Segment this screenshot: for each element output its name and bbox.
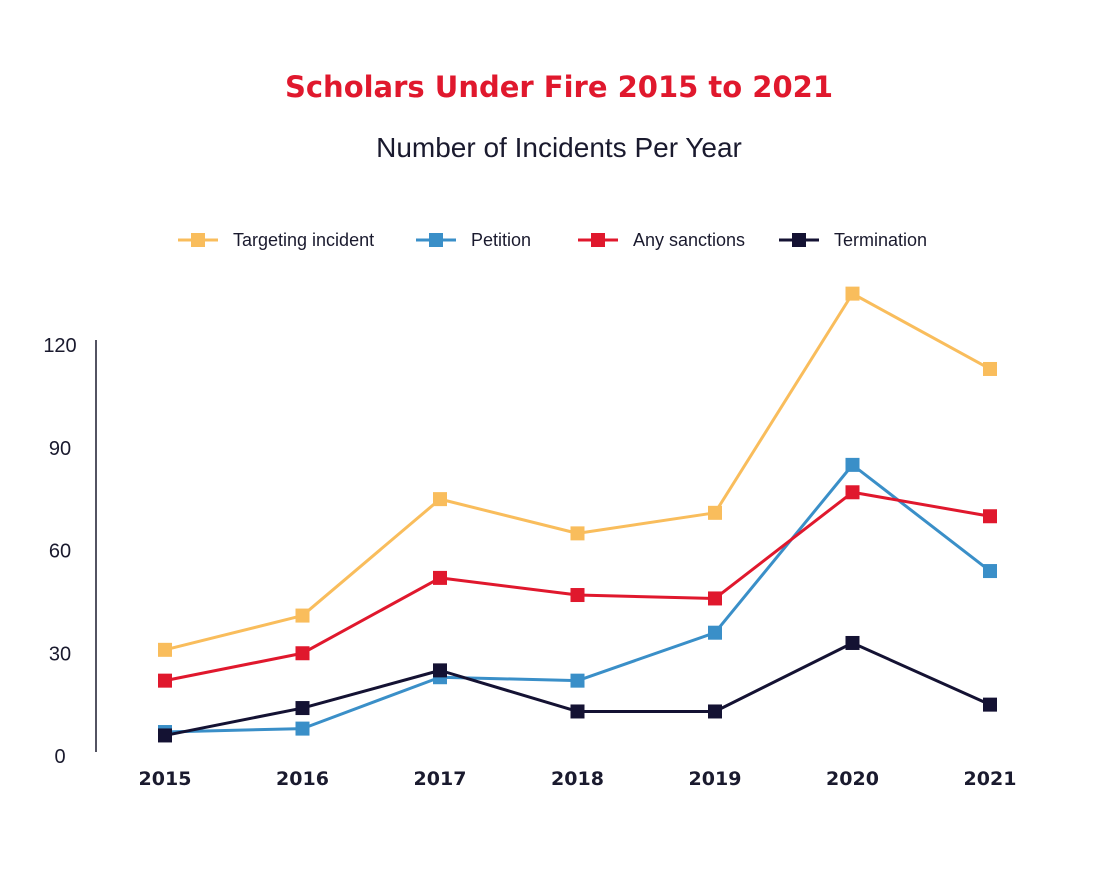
data-point bbox=[295, 721, 310, 736]
y-tick-label: 30 bbox=[49, 643, 71, 665]
legend: Targeting incident Petition Any sanctions T… bbox=[178, 230, 927, 250]
data-point bbox=[845, 635, 860, 650]
x-tick-label: 2015 bbox=[139, 768, 192, 790]
legend-label: Targeting incident bbox=[233, 230, 374, 250]
data-point bbox=[845, 286, 860, 301]
legend-item: Targeting incident bbox=[178, 230, 374, 250]
legend-swatch-marker bbox=[429, 233, 443, 247]
legend-label: Any sanctions bbox=[633, 230, 745, 250]
legend-item: Petition bbox=[416, 230, 531, 250]
legend-label: Petition bbox=[471, 230, 531, 250]
y-axis-ticks: 0 30 60 90 120 bbox=[43, 335, 76, 768]
data-point bbox=[983, 564, 997, 579]
data-point bbox=[708, 505, 722, 520]
data-point bbox=[433, 663, 447, 678]
data-point bbox=[158, 642, 172, 657]
data-point bbox=[295, 646, 310, 661]
legend-item: Termination bbox=[779, 230, 927, 250]
data-point bbox=[570, 588, 585, 603]
x-tick-label: 2018 bbox=[551, 768, 604, 790]
x-tick-label: 2021 bbox=[964, 768, 1017, 790]
data-point bbox=[708, 591, 722, 606]
x-tick-label: 2020 bbox=[826, 768, 879, 790]
x-axis-ticks: 2015 2016 2017 2018 2019 2020 2021 bbox=[139, 768, 1017, 790]
data-point bbox=[295, 608, 310, 623]
data-point bbox=[433, 570, 447, 585]
data-point bbox=[983, 697, 997, 712]
data-point bbox=[570, 673, 585, 688]
data-point bbox=[570, 704, 585, 719]
series-line bbox=[164, 490, 991, 683]
data-point bbox=[708, 704, 722, 719]
legend-swatch-marker bbox=[191, 233, 205, 247]
data-point bbox=[570, 526, 585, 541]
legend-label: Termination bbox=[834, 230, 927, 250]
data-point bbox=[158, 728, 172, 743]
y-tick-label: 90 bbox=[49, 438, 71, 460]
x-tick-label: 2016 bbox=[276, 768, 329, 790]
data-point bbox=[295, 701, 310, 716]
legend-swatch-marker bbox=[591, 233, 605, 247]
data-point bbox=[708, 625, 722, 640]
x-tick-label: 2019 bbox=[689, 768, 742, 790]
legend-item: Any sanctions bbox=[578, 230, 745, 250]
data-point bbox=[845, 457, 860, 472]
data-point bbox=[983, 509, 997, 524]
data-point bbox=[433, 492, 447, 507]
data-point bbox=[983, 361, 997, 376]
chart-title: Scholars Under Fire 2015 to 2021 bbox=[285, 70, 833, 104]
y-tick-label: 60 bbox=[49, 541, 71, 563]
x-tick-label: 2017 bbox=[414, 768, 467, 790]
y-tick-label: 120 bbox=[43, 335, 76, 357]
series-lines bbox=[164, 292, 991, 737]
legend-swatch-marker bbox=[792, 233, 806, 247]
chart-subtitle: Number of Incidents Per Year bbox=[376, 132, 742, 163]
y-tick-label: 0 bbox=[54, 746, 65, 768]
data-point bbox=[158, 673, 172, 688]
data-point bbox=[845, 485, 860, 500]
series-points bbox=[158, 286, 997, 743]
